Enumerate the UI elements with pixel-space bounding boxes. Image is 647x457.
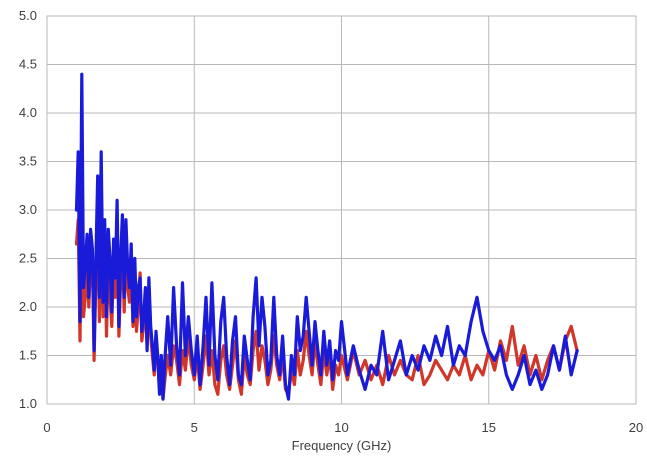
series-line-2 [74, 72, 579, 401]
x-tick-label: 0 [43, 420, 50, 435]
x-tick-label: 5 [191, 420, 198, 435]
x-tick-label: 10 [334, 420, 348, 435]
x-axis-title: Frequency (GHz) [292, 438, 392, 453]
y-tick-label: 1.0 [19, 396, 37, 411]
y-tick-label: 1.5 [19, 348, 37, 363]
tick-labels: 1.0 1.5 2.0 2.5 3.0 3.5 4.0 4.5 5.0 0 5 10 15 20 [19, 8, 643, 435]
y-tick-label: 3.5 [19, 154, 37, 169]
y-tick-label: 2.0 [19, 299, 37, 314]
x-tick-label: 15 [482, 420, 496, 435]
y-tick-label: 5.0 [19, 8, 37, 23]
y-tick-label: 2.5 [19, 251, 37, 266]
y-tick-label: 4.5 [19, 57, 37, 72]
plot-border [46, 15, 637, 405]
y-tick-label: 4.0 [19, 105, 37, 120]
x-tick-label: 20 [629, 420, 643, 435]
y-tick-label: 3.0 [19, 202, 37, 217]
series-lines [74, 72, 579, 401]
